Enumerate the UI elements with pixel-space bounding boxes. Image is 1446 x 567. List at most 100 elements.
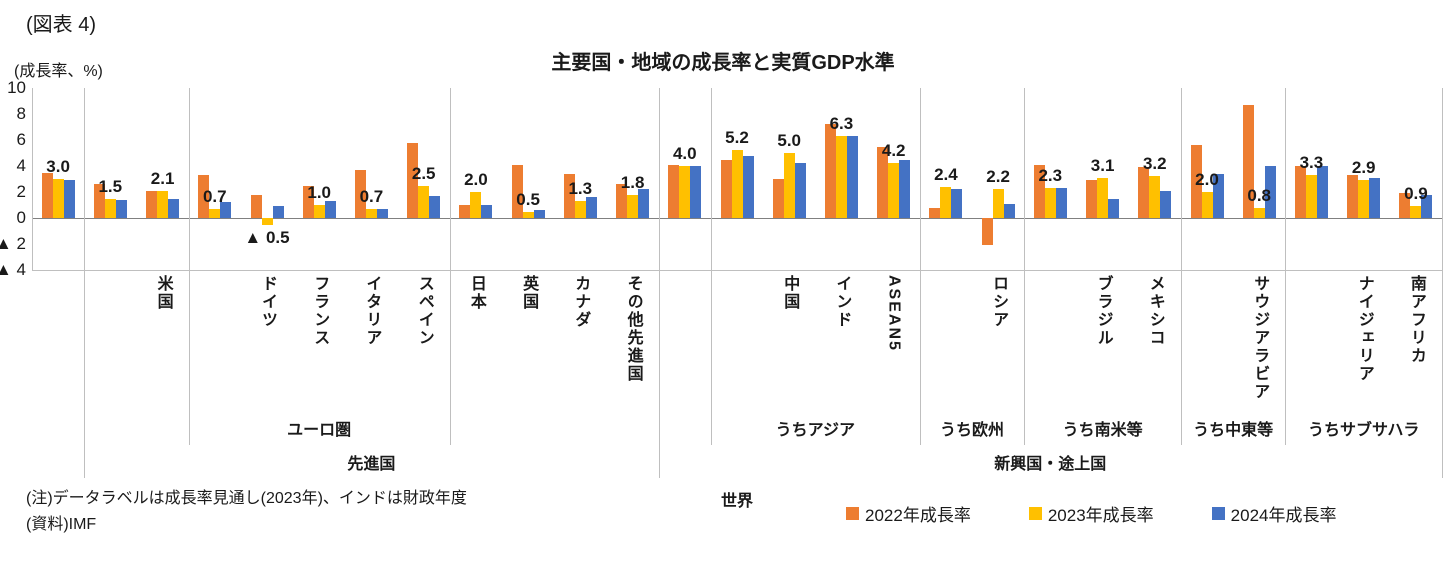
legend-swatch bbox=[846, 507, 859, 520]
category-tick-label: 中国 bbox=[781, 275, 799, 311]
bar-2022 bbox=[302, 185, 314, 218]
axis-group-label-level2: うちアジア bbox=[775, 422, 855, 439]
figure-label: (図表 4) bbox=[26, 14, 96, 36]
bar-2024 bbox=[585, 197, 597, 218]
bar-2023 bbox=[731, 150, 743, 218]
bar-2024 bbox=[846, 136, 858, 218]
bar-2024 bbox=[1212, 173, 1224, 218]
data-label: 2.3 bbox=[1038, 166, 1063, 186]
bar-2024 bbox=[1003, 203, 1015, 218]
data-label: 3.3 bbox=[1299, 153, 1324, 173]
x-axis-line bbox=[32, 270, 1442, 271]
axis-group-label-level0: 世界 bbox=[720, 493, 754, 510]
data-label: 6.3 bbox=[829, 114, 854, 134]
y-axis-tick-label: ▲ 4 bbox=[0, 260, 26, 279]
y-axis-tick-label: 4 bbox=[16, 156, 26, 175]
bar-2022 bbox=[1294, 166, 1306, 218]
y-axis-line bbox=[32, 88, 33, 270]
bar-2023 bbox=[157, 190, 169, 218]
data-label: 2.4 bbox=[934, 164, 958, 184]
category-tick-label: スペイン bbox=[415, 275, 433, 347]
bar-2022 bbox=[1190, 145, 1202, 218]
category-tick-label: ロシア bbox=[990, 275, 1008, 329]
axis-group-label-level2: ユーロ圏 bbox=[287, 422, 352, 439]
bar-2023 bbox=[940, 186, 952, 218]
bar-2023 bbox=[1044, 188, 1056, 218]
data-label: 2.9 bbox=[1351, 158, 1376, 178]
bar-2023 bbox=[1201, 192, 1213, 218]
category-separator-line bbox=[449, 88, 451, 445]
axis-group-label-level1: 先進国 bbox=[347, 456, 396, 473]
bar-2024 bbox=[429, 195, 441, 218]
bar-2022 bbox=[1033, 164, 1045, 218]
data-label: 1.5 bbox=[98, 176, 123, 196]
data-label: 0.9 bbox=[1404, 184, 1428, 204]
bar-2024 bbox=[220, 202, 232, 218]
bar-2023 bbox=[1149, 176, 1161, 218]
bar-2022 bbox=[824, 124, 836, 218]
category-tick-label: イタリア bbox=[363, 275, 381, 347]
category-separator-line bbox=[1024, 88, 1026, 445]
category-tick-label: インド bbox=[833, 275, 851, 329]
legend-label: 2022年成長率 bbox=[865, 506, 971, 525]
bar-2022 bbox=[198, 175, 210, 218]
category-tick-label: ナイジェリア bbox=[1355, 275, 1373, 383]
category-separator-line bbox=[710, 88, 712, 445]
zero-axis-line bbox=[32, 218, 1442, 219]
data-label: 2.0 bbox=[464, 170, 488, 189]
bar-2024 bbox=[1421, 194, 1433, 218]
bar-2022 bbox=[250, 194, 262, 218]
category-tick-label: 南アフリカ bbox=[1407, 275, 1425, 365]
bar-2023 bbox=[104, 198, 116, 218]
bar-2024 bbox=[742, 155, 754, 218]
data-label: 2.1 bbox=[150, 168, 175, 188]
data-label: 0.7 bbox=[202, 186, 227, 206]
bar-2022 bbox=[877, 146, 889, 218]
data-label: 2.0 bbox=[1195, 170, 1219, 189]
bar-2023 bbox=[313, 205, 325, 218]
data-label: 3.1 bbox=[1090, 155, 1115, 175]
bar-2022 bbox=[929, 207, 941, 218]
y-axis-unit-label: (成長率、%) bbox=[14, 63, 103, 80]
bar-2024 bbox=[115, 199, 127, 218]
category-tick-label: 英国 bbox=[520, 275, 538, 311]
bar-2024 bbox=[168, 198, 180, 218]
data-label: 1.0 bbox=[307, 183, 332, 202]
category-tick-label: フランス bbox=[311, 275, 329, 347]
bar-2024 bbox=[272, 206, 284, 218]
category-separator-line bbox=[1442, 88, 1443, 478]
data-label: 0.7 bbox=[359, 186, 384, 206]
category-tick-label: ドイツ bbox=[259, 275, 276, 329]
data-label: 1.3 bbox=[568, 179, 593, 199]
bar-2024 bbox=[376, 208, 388, 218]
legend-item: 2024年成長率 bbox=[1211, 501, 1336, 526]
bar-2023 bbox=[1305, 175, 1317, 218]
bar-2023 bbox=[835, 136, 847, 218]
y-axis-tick-label: ▲ 2 bbox=[0, 234, 26, 253]
data-label: 2.5 bbox=[411, 163, 436, 183]
axis-group-label-level2: うち南米等 bbox=[1062, 422, 1143, 439]
bar-2023 bbox=[627, 194, 639, 218]
category-tick-label: カナダ bbox=[572, 275, 590, 329]
bar-2023 bbox=[783, 153, 795, 218]
y-axis-tick-label: 2 bbox=[16, 182, 26, 201]
bar-2023 bbox=[209, 208, 221, 218]
bar-2022 bbox=[459, 205, 471, 218]
bar-2023 bbox=[1358, 180, 1370, 218]
bar-2022 bbox=[616, 184, 628, 218]
note-line-1: (注)データラベルは成長率見通し(2023年)、インドは財政年度 bbox=[26, 490, 467, 507]
bar-2024 bbox=[1055, 188, 1067, 218]
bar-2022 bbox=[1242, 104, 1254, 218]
y-axis-tick-label: 6 bbox=[16, 130, 26, 149]
data-label: 4.0 bbox=[672, 144, 697, 163]
bar-2022 bbox=[1086, 180, 1098, 218]
data-label: 0.5 bbox=[516, 189, 540, 209]
legend: 2022年成長率 2023年成長率 2024年成長率 bbox=[846, 501, 1336, 526]
bar-2022 bbox=[563, 173, 575, 218]
bar-2022 bbox=[1347, 175, 1359, 218]
data-label: 0.8 bbox=[1247, 185, 1272, 205]
category-tick-label: サウジアラビア bbox=[1251, 275, 1269, 401]
bar-2024 bbox=[481, 205, 493, 218]
bar-2023 bbox=[1097, 177, 1109, 218]
bar-2023 bbox=[522, 211, 534, 218]
